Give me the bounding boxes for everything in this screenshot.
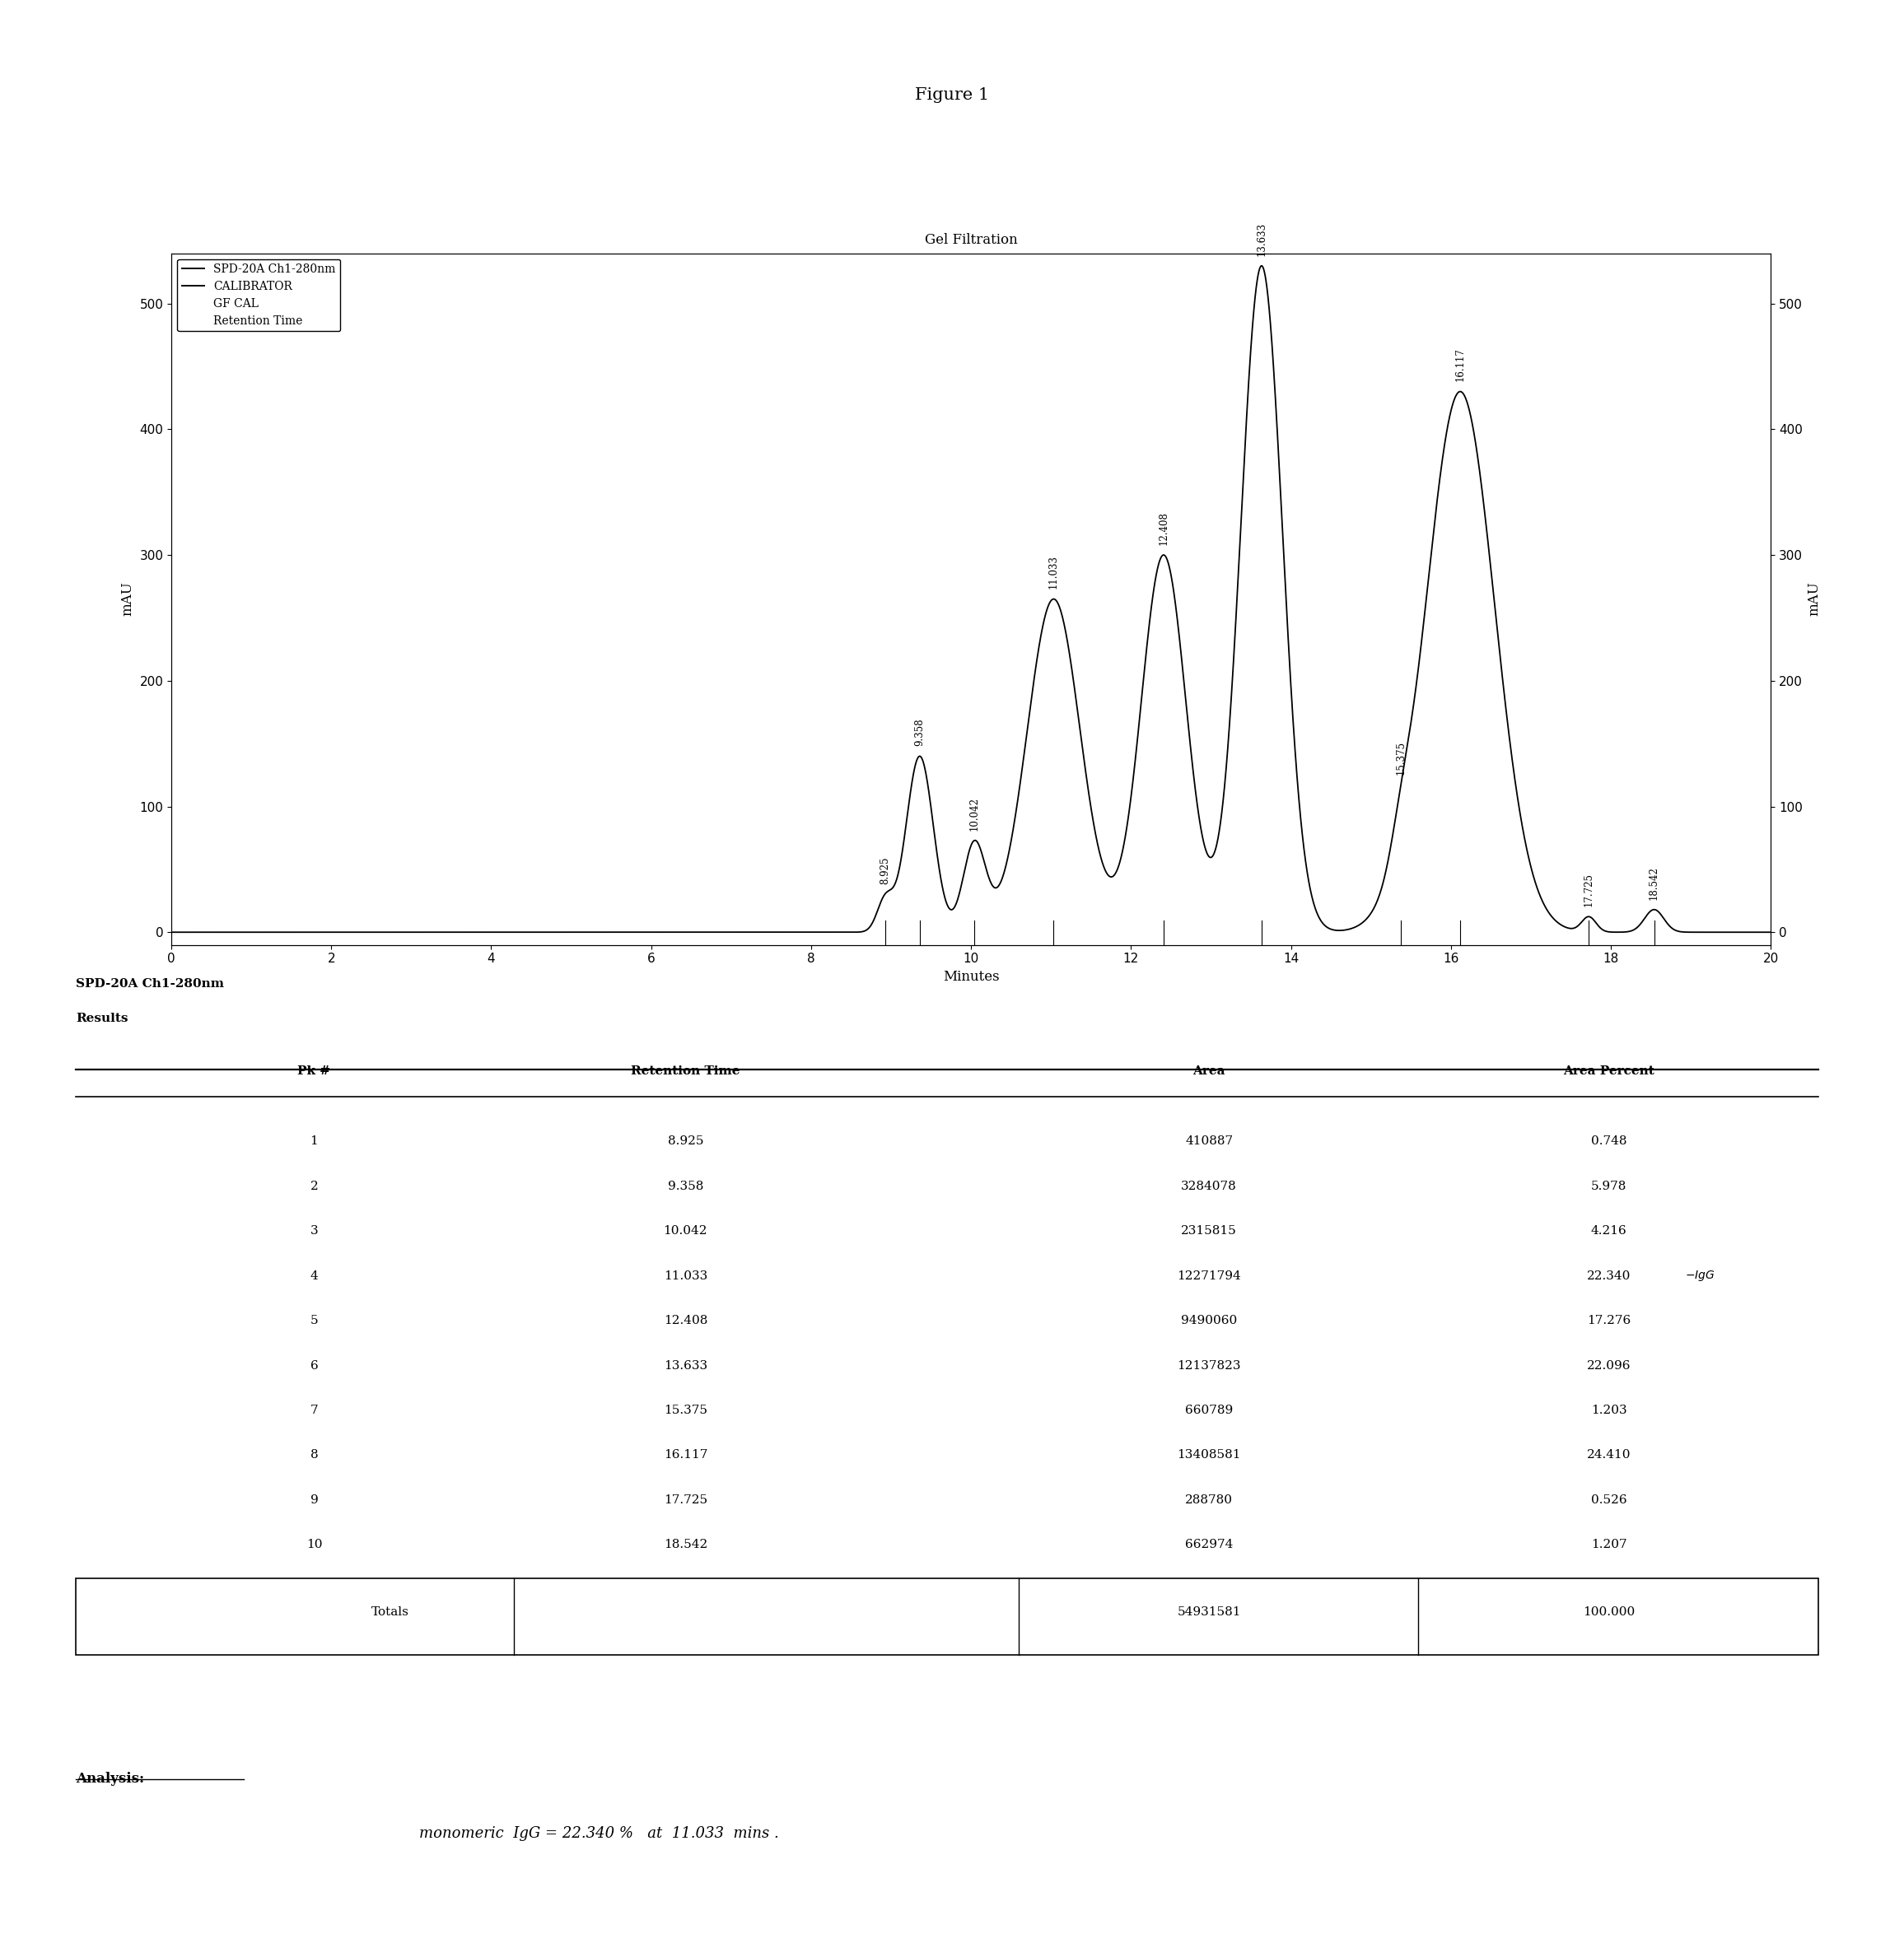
Text: 10.042: 10.042 — [663, 1225, 708, 1237]
Text: 12.408: 12.408 — [1158, 510, 1169, 545]
Text: 15.375: 15.375 — [1396, 740, 1407, 775]
Text: 662974: 662974 — [1184, 1539, 1234, 1551]
Text: 8: 8 — [310, 1449, 318, 1461]
Text: 660789: 660789 — [1184, 1405, 1234, 1416]
Text: 17.725: 17.725 — [1584, 873, 1594, 906]
Y-axis label: mAU: mAU — [120, 582, 135, 616]
Text: 15.375: 15.375 — [664, 1405, 706, 1416]
Text: 10: 10 — [307, 1539, 322, 1551]
Text: 4.216: 4.216 — [1592, 1225, 1626, 1237]
Text: 16.117: 16.117 — [663, 1449, 708, 1461]
Text: $-\mathit{IgG}$: $-\mathit{IgG}$ — [1685, 1268, 1716, 1284]
Text: 16.117: 16.117 — [1455, 349, 1466, 382]
Text: 3: 3 — [310, 1225, 318, 1237]
Text: 9: 9 — [310, 1494, 318, 1506]
Text: 0.748: 0.748 — [1592, 1136, 1626, 1147]
Y-axis label: mAU: mAU — [1807, 582, 1822, 616]
Text: 12.408: 12.408 — [663, 1315, 708, 1327]
Text: SPD-20A Ch1-280nm: SPD-20A Ch1-280nm — [76, 978, 225, 990]
Text: Figure 1: Figure 1 — [914, 88, 990, 103]
Legend: SPD-20A Ch1-280nm, CALIBRATOR, GF CAL, Retention Time: SPD-20A Ch1-280nm, CALIBRATOR, GF CAL, R… — [177, 259, 341, 331]
Text: 4: 4 — [310, 1270, 318, 1282]
Text: 17.725: 17.725 — [664, 1494, 706, 1506]
X-axis label: Minutes: Minutes — [942, 970, 1000, 984]
Text: 8.925: 8.925 — [668, 1136, 703, 1147]
Text: 8.925: 8.925 — [880, 857, 891, 884]
Text: 0.526: 0.526 — [1592, 1494, 1626, 1506]
Text: 11.033: 11.033 — [1049, 555, 1059, 588]
Text: Pk #: Pk # — [297, 1066, 331, 1077]
Text: 24.410: 24.410 — [1586, 1449, 1632, 1461]
Text: 22.340: 22.340 — [1586, 1270, 1632, 1282]
Title: Gel Filtration: Gel Filtration — [925, 234, 1017, 247]
Text: 11.033: 11.033 — [663, 1270, 708, 1282]
Text: 1.203: 1.203 — [1592, 1405, 1626, 1416]
Text: monomeric  IgG = 22.340 %   at  11.033  mins .: monomeric IgG = 22.340 % at 11.033 mins … — [419, 1825, 779, 1841]
Text: 18.542: 18.542 — [1649, 865, 1660, 900]
Text: 17.276: 17.276 — [1586, 1315, 1632, 1327]
Text: 9490060: 9490060 — [1180, 1315, 1238, 1327]
Text: 9.358: 9.358 — [668, 1180, 703, 1192]
Text: 10.042: 10.042 — [969, 797, 981, 830]
Text: 410887: 410887 — [1184, 1136, 1234, 1147]
Text: 18.542: 18.542 — [663, 1539, 708, 1551]
Text: 9.358: 9.358 — [914, 719, 925, 746]
Text: 2315815: 2315815 — [1180, 1225, 1238, 1237]
Text: 3284078: 3284078 — [1180, 1180, 1238, 1192]
Text: 100.000: 100.000 — [1582, 1607, 1636, 1617]
Text: Area Percent: Area Percent — [1563, 1066, 1655, 1077]
Text: Retention Time: Retention Time — [630, 1066, 741, 1077]
Text: 6: 6 — [310, 1360, 318, 1371]
Text: 13.633: 13.633 — [1257, 222, 1266, 255]
Text: 2: 2 — [310, 1180, 318, 1192]
Text: Totals: Totals — [371, 1607, 409, 1617]
Text: 5.978: 5.978 — [1592, 1180, 1626, 1192]
Text: 12271794: 12271794 — [1177, 1270, 1241, 1282]
Text: 13.633: 13.633 — [664, 1360, 706, 1371]
Text: Analysis:: Analysis: — [76, 1771, 145, 1786]
Text: 1: 1 — [310, 1136, 318, 1147]
Text: 13408581: 13408581 — [1177, 1449, 1241, 1461]
Text: 5: 5 — [310, 1315, 318, 1327]
Text: 7: 7 — [310, 1405, 318, 1416]
Text: 12137823: 12137823 — [1177, 1360, 1241, 1371]
Text: 54931581: 54931581 — [1177, 1607, 1241, 1617]
Text: 22.096: 22.096 — [1586, 1360, 1632, 1371]
Text: Area: Area — [1192, 1066, 1226, 1077]
Text: Results: Results — [76, 1013, 128, 1025]
Text: 288780: 288780 — [1184, 1494, 1234, 1506]
Text: 1.207: 1.207 — [1592, 1539, 1626, 1551]
